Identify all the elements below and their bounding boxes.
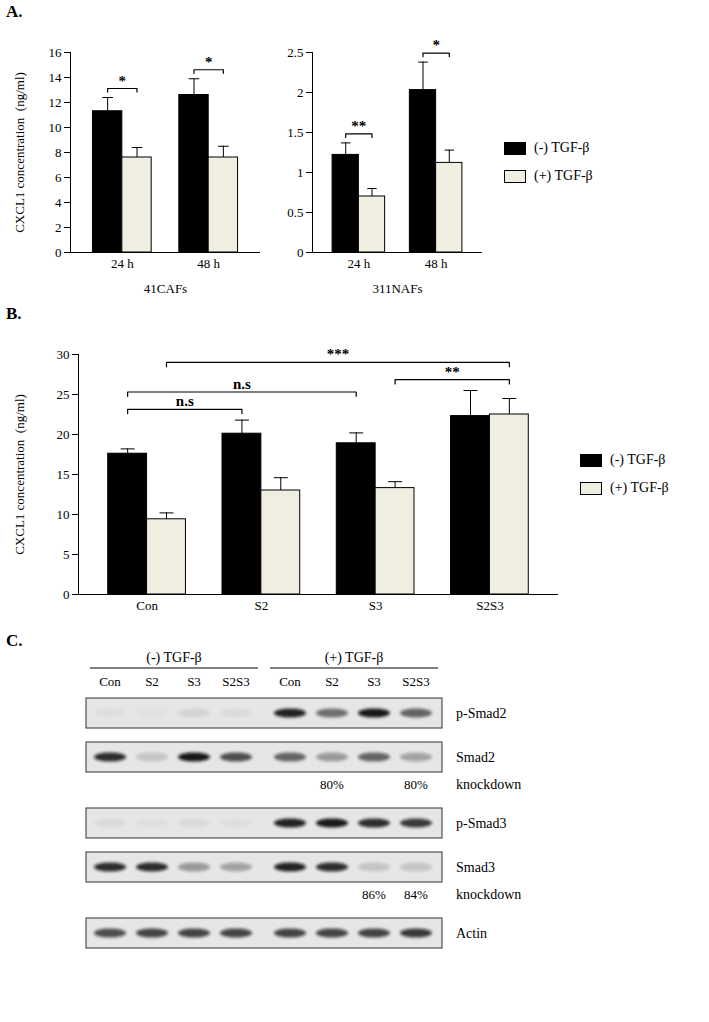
svg-text:S2: S2	[254, 598, 268, 613]
svg-text:S2S3: S2S3	[476, 598, 503, 613]
svg-text:p-Smad2: p-Smad2	[456, 706, 507, 721]
svg-text:86%: 86%	[362, 887, 386, 902]
svg-text:2: 2	[55, 220, 62, 235]
svg-text:1.5: 1.5	[287, 125, 303, 140]
svg-text:1: 1	[297, 165, 304, 180]
svg-text:0: 0	[55, 245, 62, 260]
svg-text:8: 8	[55, 145, 62, 160]
svg-text:24 h: 24 h	[111, 256, 134, 271]
svg-text:*: *	[119, 73, 127, 89]
svg-text:84%: 84%	[404, 887, 428, 902]
svg-text:48 h: 48 h	[197, 256, 220, 271]
svg-text:(+) TGF-β: (+) TGF-β	[325, 650, 384, 666]
svg-text:S2: S2	[145, 674, 159, 689]
svg-text:**: **	[351, 118, 366, 134]
html-text:A.: A.	[6, 2, 23, 21]
svg-text:n.s: n.s	[233, 376, 251, 392]
svg-text:48 h: 48 h	[425, 256, 448, 271]
svg-text:Smad3: Smad3	[456, 860, 495, 875]
svg-text:80%: 80%	[320, 777, 344, 792]
html-text:(+) TGF-β: (+) TGF-β	[610, 480, 669, 495]
svg-text:15: 15	[57, 467, 70, 482]
svg-text:14: 14	[49, 70, 63, 85]
svg-text:30: 30	[57, 347, 70, 362]
svg-text:***: ***	[327, 346, 350, 362]
html-text:(-) TGF-β: (-) TGF-β	[534, 140, 590, 155]
svg-text:24 h: 24 h	[347, 256, 370, 271]
svg-text:S3: S3	[369, 598, 383, 613]
svg-text:S2: S2	[325, 674, 339, 689]
svg-text:S2S3: S2S3	[222, 674, 249, 689]
svg-text:S3: S3	[187, 674, 201, 689]
html-text:(+) TGF-β: (+) TGF-β	[534, 168, 593, 183]
svg-text:0.5: 0.5	[287, 205, 303, 220]
svg-text:S3: S3	[367, 674, 381, 689]
svg-text:16: 16	[49, 45, 63, 60]
html-text:(-) TGF-β: (-) TGF-β	[610, 452, 666, 467]
svg-text:Actin: Actin	[456, 926, 487, 941]
svg-text:**: **	[445, 364, 460, 380]
svg-text:311NAFs: 311NAFs	[372, 281, 422, 296]
svg-text:Con: Con	[136, 598, 158, 613]
svg-text:n.s: n.s	[176, 393, 194, 409]
svg-text:2: 2	[297, 85, 304, 100]
svg-text:*: *	[205, 54, 213, 70]
svg-text:knockdown: knockdown	[456, 777, 521, 792]
svg-text:(-) TGF-β: (-) TGF-β	[146, 650, 201, 666]
svg-text:4: 4	[55, 195, 62, 210]
svg-text:10: 10	[49, 120, 62, 135]
svg-text:12: 12	[49, 95, 62, 110]
svg-text:5: 5	[63, 547, 70, 562]
svg-text:10: 10	[57, 507, 70, 522]
svg-text:Con: Con	[279, 674, 301, 689]
svg-text:0: 0	[63, 587, 70, 602]
svg-text:41CAFs: 41CAFs	[144, 281, 187, 296]
svg-text:p-Smad3: p-Smad3	[456, 816, 507, 831]
html-text:B.: B.	[6, 304, 22, 323]
svg-text:6: 6	[55, 170, 62, 185]
svg-text:Con: Con	[99, 674, 121, 689]
svg-text:20: 20	[57, 427, 70, 442]
svg-text:S2S3: S2S3	[402, 674, 429, 689]
svg-text:C.: C.	[6, 631, 23, 650]
svg-text:80%: 80%	[404, 777, 428, 792]
svg-text:*: *	[432, 37, 440, 53]
svg-text:CXCL1 concentration (ng/ml): CXCL1 concentration (ng/ml)	[12, 72, 27, 233]
svg-text:2.5: 2.5	[287, 45, 303, 60]
svg-text:CXCL1 concentration (ng/ml): CXCL1 concentration (ng/ml)	[12, 394, 27, 555]
svg-text:0: 0	[297, 245, 304, 260]
svg-text:25: 25	[57, 387, 70, 402]
svg-text:Smad2: Smad2	[456, 750, 495, 765]
svg-text:knockdown: knockdown	[456, 887, 521, 902]
